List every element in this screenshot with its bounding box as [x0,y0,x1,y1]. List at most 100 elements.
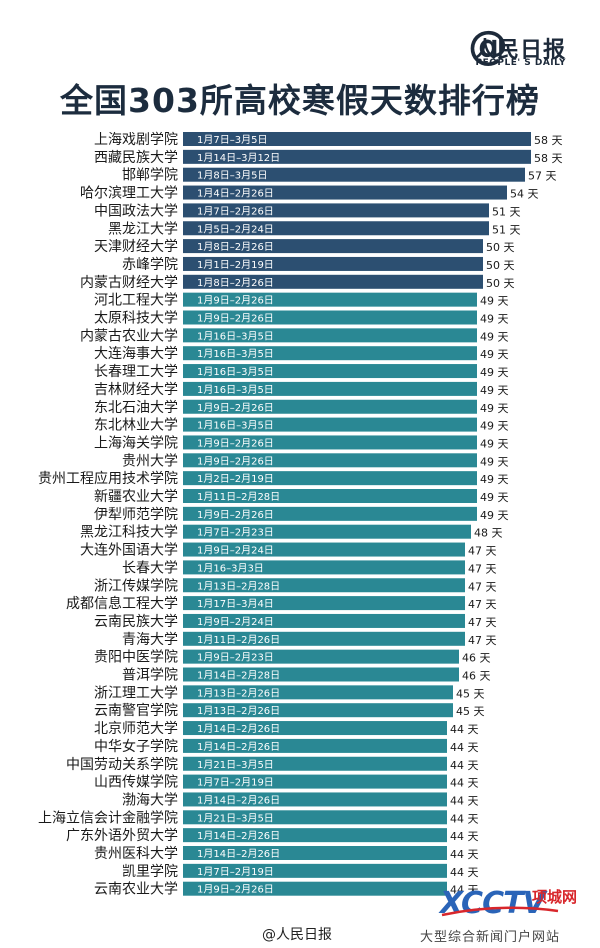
value-label: 49 天 [480,491,509,504]
date-range-label: 1月11日–2月28日 [197,491,280,503]
value-label: 49 天 [480,384,509,397]
date-range-label: 1月14日–2月26日 [197,794,280,806]
date-range-label: 1月7日–2月23日 [197,527,274,539]
value-label: 44 天 [450,866,479,879]
date-range-label: 1月16–3月3日 [197,562,264,574]
category-label: 长春大学 [122,560,178,576]
brand-at-icon: @ [468,23,508,69]
date-range-label: 1月8日–2月26日 [197,277,274,289]
date-range-label: 1月16日–3月5日 [197,420,274,432]
bar [183,435,477,450]
category-label: 河北工程大学 [94,293,178,309]
value-label: 49 天 [480,348,509,361]
category-label: 大连海事大学 [94,346,178,362]
value-label: 44 天 [450,794,479,807]
bar [183,328,477,343]
bar [183,756,447,771]
value-label: 58 天 [534,134,563,147]
date-range-label: 1月7日–2月19日 [197,866,274,878]
bar [183,542,465,557]
category-label: 邯郸学院 [122,168,178,184]
category-label: 云南民族大学 [94,614,178,630]
xcctv-text: XCCTV [440,886,546,921]
bar [183,578,465,593]
date-range-label: 1月2日–2月19日 [197,473,274,485]
category-label: 山西传媒学院 [94,775,178,791]
category-label: 天津财经大学 [94,239,178,255]
date-range-label: 1月14日–2月26日 [197,848,280,860]
bar [183,399,477,414]
category-label: 新疆农业大学 [94,489,178,505]
date-range-label: 1月14日–3月12日 [197,152,280,164]
bar [183,524,471,539]
value-label: 49 天 [480,455,509,468]
bar [183,364,477,379]
value-label: 49 天 [480,437,509,450]
category-label: 贵州医科大学 [94,846,178,862]
category-label: 上海海关学院 [94,435,178,451]
date-range-label: 1月14日–2月26日 [197,830,280,842]
category-label: 上海戏剧学院 [94,132,178,148]
date-range-label: 1月9日–2月26日 [197,509,274,521]
brand-name: 人民日报 [473,38,566,63]
date-range-label: 1月16日–3月5日 [197,366,274,378]
date-range-label: 1月9日–2月26日 [197,455,274,467]
bar [183,721,447,736]
category-label: 浙江传媒学院 [94,578,178,594]
category-label: 浙江理工大学 [94,685,178,701]
category-label: 广东外语外贸大学 [66,828,178,844]
date-range-label: 1月9日–2月26日 [197,295,274,307]
value-label: 50 天 [486,241,515,254]
value-label: 47 天 [468,616,497,629]
value-label: 57 天 [528,170,557,183]
date-range-label: 1月9日–2月24日 [197,545,274,557]
date-range-label: 1月13日–2月26日 [197,705,280,717]
category-label: 长春理工大学 [94,364,178,380]
date-range-label: 1月9日–2月26日 [197,313,274,325]
value-label: 47 天 [468,545,497,558]
bar [183,792,447,807]
category-label: 中国政法大学 [94,203,178,219]
bar [183,685,453,700]
value-label: 44 天 [450,848,479,861]
category-label: 太原科技大学 [94,311,178,327]
bar [183,256,483,271]
bar [183,810,447,825]
bar [183,381,477,396]
date-range-label: 1月5日–2月24日 [197,223,274,235]
date-range-label: 1月13日–2月26日 [197,687,280,699]
category-label: 青海大学 [122,632,178,648]
bar [183,132,531,146]
bar [183,346,477,361]
category-label: 大连外国语大学 [80,543,178,559]
value-label: 47 天 [468,562,497,575]
date-range-label: 1月7日–2月19日 [197,777,274,789]
value-label: 49 天 [480,330,509,343]
date-range-label: 1月9日–2月26日 [197,884,274,896]
category-label: 凯里学院 [122,864,178,880]
bar [183,310,477,325]
category-label: 贵阳中医学院 [94,650,178,666]
bar [183,828,447,843]
category-label: 吉林财经大学 [94,382,178,398]
date-range-label: 1月17日–3月4日 [197,598,274,610]
category-label: 云南农业大学 [94,882,178,898]
xcctv-logo: XCCTV 项城网 [440,880,595,921]
date-range-label: 1月16日–3月5日 [197,384,274,396]
category-label: 中国劳动关系学院 [66,757,178,773]
value-label: 50 天 [486,277,515,290]
date-range-label: 1月9日–2月26日 [197,402,274,414]
date-range-label: 1月4日–2月26日 [197,188,274,200]
bar [183,703,453,718]
value-label: 49 天 [480,473,509,486]
date-range-label: 1月8日–3月5日 [197,170,267,182]
date-range-label: 1月11日–2月26日 [197,634,280,646]
value-label: 44 天 [450,830,479,843]
bar [183,167,525,182]
xcctv-site-name: 项城网 [532,888,578,906]
category-label: 西藏民族大学 [94,150,178,166]
category-label: 东北林业大学 [94,418,178,434]
value-label: 44 天 [450,723,479,736]
bar [183,738,447,753]
category-label: 内蒙古财经大学 [80,275,178,291]
